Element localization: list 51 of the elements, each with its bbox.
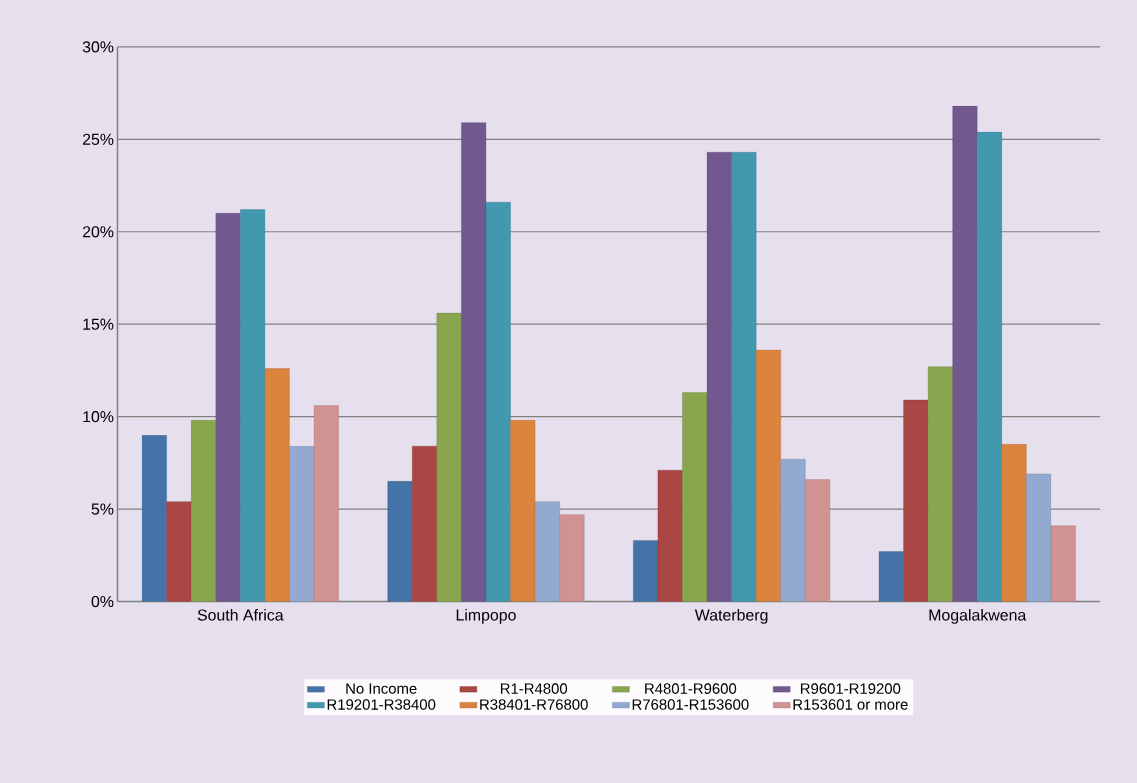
bar	[485, 202, 511, 602]
bar	[289, 446, 315, 602]
legend-label: R38401-R76800	[480, 699, 588, 710]
y-tick-label: 0%	[91, 595, 114, 608]
bar	[952, 105, 978, 602]
bar	[633, 540, 659, 602]
bar	[559, 514, 585, 602]
bar	[903, 399, 929, 602]
bar	[240, 209, 266, 602]
legend-label: R153601 or more	[793, 699, 908, 710]
bar	[264, 368, 290, 602]
legend-label: R1-R4800	[500, 683, 568, 694]
bar	[412, 446, 437, 602]
bar	[927, 366, 953, 602]
y-tick-label: 30%	[82, 41, 114, 53]
x-tick-label: Waterberg	[694, 608, 768, 624]
bar	[756, 349, 781, 602]
legend-label: R76801-R153600	[632, 699, 749, 710]
bar	[731, 152, 757, 602]
bar	[780, 458, 806, 602]
bar	[436, 312, 462, 602]
legend-label: R19201-R38400	[327, 699, 436, 710]
bar	[977, 131, 1002, 602]
y-tick-label: 20%	[82, 226, 114, 238]
bar	[461, 122, 487, 602]
bar	[682, 392, 708, 602]
y-tick-label: 15%	[83, 318, 114, 330]
bar	[805, 479, 831, 602]
legend-label: R4801-R9600	[645, 683, 737, 694]
legend-label: R9601-R19200	[800, 683, 901, 694]
y-tick-label: 10%	[83, 410, 114, 423]
legend-label: No Income	[346, 683, 417, 694]
bar	[534, 501, 560, 602]
bar	[1026, 473, 1052, 602]
bar	[1050, 525, 1076, 602]
bar	[387, 481, 413, 602]
bar	[1001, 444, 1027, 602]
bar	[166, 501, 192, 602]
y-tick-label: 5%	[91, 503, 114, 515]
bar	[313, 405, 339, 602]
bar	[510, 420, 536, 602]
bar	[878, 551, 904, 602]
x-tick-label: Mogalakwena	[929, 608, 1027, 624]
x-tick-label: Limpopo	[456, 608, 516, 624]
y-tick-label: 25%	[82, 133, 114, 145]
bar	[191, 420, 216, 602]
x-tick-label: South Africa	[197, 608, 284, 621]
bar	[657, 470, 683, 602]
bar	[215, 213, 241, 602]
bar	[141, 434, 167, 602]
bar	[706, 152, 732, 602]
